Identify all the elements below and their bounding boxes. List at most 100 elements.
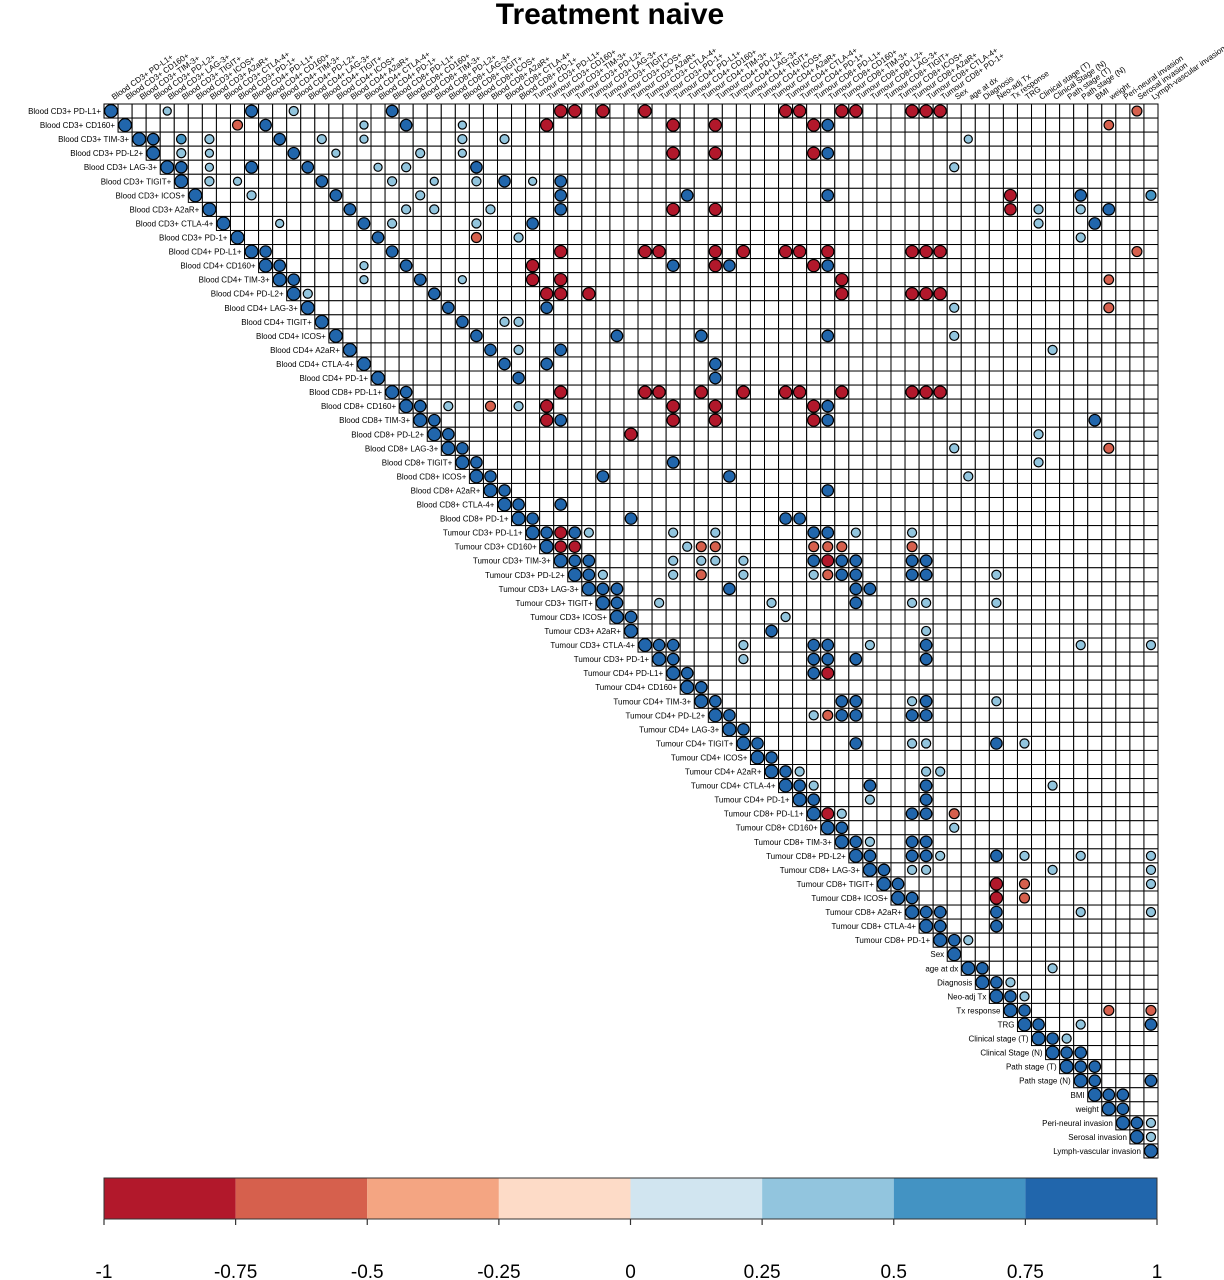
matrix-cell <box>1129 1031 1145 1047</box>
matrix-cell <box>862 539 878 555</box>
matrix-cell <box>904 300 920 316</box>
matrix-cell <box>1031 609 1047 625</box>
matrix-cell <box>314 103 330 119</box>
matrix-cell <box>848 820 864 836</box>
matrix-cell <box>792 440 808 456</box>
matrix-cell <box>1129 145 1145 161</box>
matrix-cell <box>932 834 948 850</box>
matrix-cell <box>1073 876 1089 892</box>
matrix-cell <box>1059 215 1075 231</box>
matrix-cell <box>974 159 990 175</box>
matrix-cell <box>595 384 611 400</box>
matrix-cell <box>890 496 906 513</box>
matrix-cell <box>904 229 920 246</box>
row-label: Tumour CD4+ CTLA-4+ <box>691 782 776 791</box>
matrix-cell <box>679 651 695 667</box>
correlation-mark <box>1005 977 1016 988</box>
matrix-cell <box>1059 159 1075 175</box>
matrix-cell <box>342 229 358 246</box>
matrix-cell <box>496 229 513 246</box>
matrix-cell <box>482 229 498 246</box>
correlation-mark <box>204 133 215 145</box>
matrix-cell <box>792 567 808 583</box>
matrix-cell <box>749 131 766 147</box>
matrix-cell <box>778 272 794 288</box>
matrix-cell <box>623 229 639 246</box>
matrix-cell <box>974 665 990 681</box>
matrix-cell <box>862 412 878 428</box>
matrix-cell <box>187 145 203 161</box>
matrix-cell <box>525 300 541 316</box>
matrix-cell <box>932 145 948 161</box>
matrix-cell <box>1087 764 1103 780</box>
matrix-cell <box>1031 707 1047 723</box>
correlation-mark <box>471 218 482 229</box>
matrix-cell <box>1002 229 1018 246</box>
correlation-mark <box>1103 302 1115 314</box>
matrix-cell <box>904 117 920 133</box>
matrix-cell <box>581 384 597 400</box>
matrix-cell <box>1045 145 1061 161</box>
matrix-cell <box>665 356 681 372</box>
matrix-cell <box>468 258 484 274</box>
matrix-cell <box>328 244 344 260</box>
matrix-cell <box>876 651 892 667</box>
matrix-cell <box>876 187 892 203</box>
matrix-cell <box>440 356 456 372</box>
correlation-mark <box>216 216 231 231</box>
matrix-cell <box>764 454 780 470</box>
matrix-cell <box>707 215 723 231</box>
matrix-cell <box>1002 834 1018 850</box>
correlation-mark <box>864 794 876 805</box>
matrix-cell <box>806 173 822 189</box>
row-label: age at dx <box>925 964 958 973</box>
matrix-cell <box>623 581 639 597</box>
matrix-cell <box>1143 525 1159 541</box>
matrix-cell <box>1059 721 1075 737</box>
matrix-cell <box>974 693 990 709</box>
matrix-cell <box>876 623 892 639</box>
matrix-cell <box>581 145 597 161</box>
matrix-cell <box>665 314 681 330</box>
matrix-cell <box>1031 918 1047 934</box>
matrix-cell <box>511 300 527 316</box>
matrix-cell <box>384 131 400 147</box>
matrix-cell <box>1087 496 1103 513</box>
matrix-cell <box>651 286 667 302</box>
matrix-cell <box>946 834 962 850</box>
correlation-mark <box>273 132 287 146</box>
matrix-cell <box>988 426 1004 442</box>
matrix-cell <box>609 412 625 428</box>
matrix-cell <box>862 159 878 175</box>
matrix-cell <box>581 272 597 288</box>
correlation-mark <box>821 484 835 497</box>
matrix-cell <box>834 595 850 611</box>
matrix-cell <box>637 581 653 597</box>
matrix-cell <box>1016 778 1033 794</box>
matrix-cell <box>1002 412 1018 428</box>
matrix-cell <box>1002 960 1018 976</box>
matrix-cell <box>876 258 892 274</box>
matrix-cell <box>1129 665 1145 681</box>
column-labels: Blood CD3+ PD-L1+Blood CD3+ CD160+Blood … <box>110 44 1224 102</box>
matrix-cell <box>721 623 737 639</box>
matrix-cell <box>988 258 1004 274</box>
matrix-cell <box>1031 145 1047 161</box>
matrix-cell <box>904 173 920 189</box>
matrix-cell <box>1031 679 1047 695</box>
matrix-cell <box>862 665 878 681</box>
matrix-cell <box>258 131 274 147</box>
matrix-cell <box>834 258 850 274</box>
matrix-cell <box>749 496 766 513</box>
matrix-cell <box>539 145 555 161</box>
matrix-cell <box>1073 581 1089 597</box>
matrix-cell <box>342 159 358 175</box>
matrix-cell <box>876 244 892 260</box>
matrix-cell <box>876 426 892 442</box>
matrix-cell <box>1087 918 1103 934</box>
correlation-mark <box>1032 1018 1045 1031</box>
matrix-cell <box>637 159 653 175</box>
correlation-mark <box>300 300 315 315</box>
matrix-cell <box>679 145 695 161</box>
matrix-cell <box>1143 496 1159 513</box>
